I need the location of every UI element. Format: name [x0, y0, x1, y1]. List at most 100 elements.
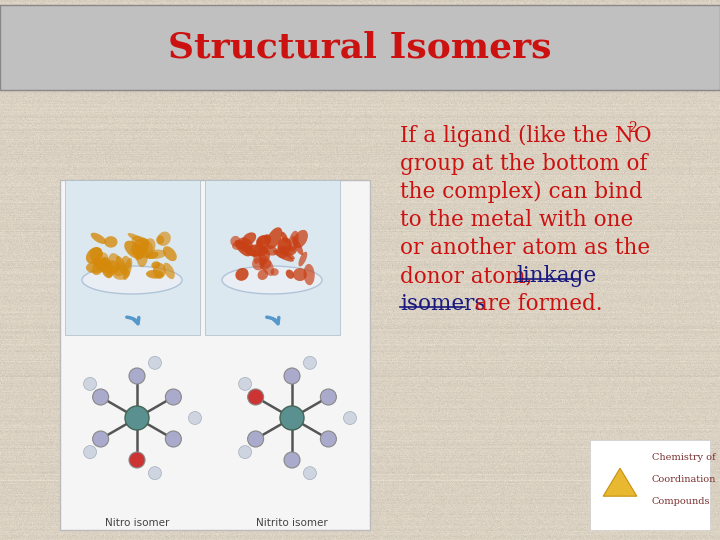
Text: to the metal with one: to the metal with one	[400, 209, 634, 231]
Ellipse shape	[153, 263, 166, 279]
Ellipse shape	[258, 246, 270, 262]
Ellipse shape	[343, 411, 356, 424]
Ellipse shape	[284, 452, 300, 468]
Ellipse shape	[257, 235, 269, 246]
Ellipse shape	[230, 236, 240, 246]
Ellipse shape	[90, 247, 103, 261]
Ellipse shape	[125, 241, 144, 259]
Ellipse shape	[252, 257, 264, 271]
Text: Coordination: Coordination	[652, 476, 716, 484]
Ellipse shape	[104, 236, 117, 248]
Ellipse shape	[235, 240, 251, 256]
Polygon shape	[603, 468, 636, 496]
Ellipse shape	[248, 431, 264, 447]
Ellipse shape	[303, 356, 316, 369]
Ellipse shape	[299, 252, 307, 267]
Ellipse shape	[166, 389, 181, 405]
Ellipse shape	[86, 247, 102, 264]
Ellipse shape	[109, 253, 122, 271]
Ellipse shape	[129, 368, 145, 384]
Ellipse shape	[320, 389, 336, 405]
Ellipse shape	[114, 262, 125, 276]
Ellipse shape	[166, 431, 181, 447]
Ellipse shape	[125, 406, 149, 430]
Ellipse shape	[163, 262, 175, 279]
Ellipse shape	[280, 406, 304, 430]
Ellipse shape	[273, 250, 294, 262]
Ellipse shape	[86, 261, 106, 273]
Text: group at the bottom of: group at the bottom of	[400, 153, 647, 175]
Text: Structural Isomers: Structural Isomers	[168, 30, 552, 64]
Ellipse shape	[100, 259, 109, 268]
Bar	[205, 180, 340, 335]
Ellipse shape	[132, 236, 153, 253]
Text: or another atom as the: or another atom as the	[400, 237, 650, 259]
Ellipse shape	[84, 446, 96, 458]
Ellipse shape	[264, 234, 271, 244]
Ellipse shape	[238, 238, 253, 252]
Ellipse shape	[253, 239, 263, 264]
Bar	[590, 440, 710, 530]
Ellipse shape	[148, 356, 161, 369]
Ellipse shape	[276, 246, 288, 258]
Ellipse shape	[258, 258, 267, 266]
Ellipse shape	[256, 235, 270, 248]
Ellipse shape	[94, 252, 109, 268]
Bar	[65, 180, 200, 335]
Ellipse shape	[136, 243, 148, 267]
Ellipse shape	[286, 269, 294, 279]
Ellipse shape	[122, 256, 131, 270]
Ellipse shape	[222, 266, 322, 294]
Ellipse shape	[145, 249, 166, 259]
Ellipse shape	[278, 238, 292, 253]
Text: If a ligand (like the NO: If a ligand (like the NO	[400, 125, 652, 147]
Ellipse shape	[93, 389, 109, 405]
Ellipse shape	[279, 248, 295, 260]
Ellipse shape	[281, 232, 288, 243]
Ellipse shape	[123, 258, 132, 280]
Ellipse shape	[127, 233, 149, 246]
Ellipse shape	[113, 267, 130, 280]
Ellipse shape	[189, 411, 202, 424]
Ellipse shape	[84, 377, 96, 390]
Bar	[60, 180, 370, 530]
Ellipse shape	[293, 268, 307, 281]
Ellipse shape	[241, 243, 257, 257]
Ellipse shape	[232, 240, 246, 250]
Ellipse shape	[157, 232, 171, 246]
Ellipse shape	[242, 232, 256, 246]
Ellipse shape	[105, 260, 120, 273]
Ellipse shape	[262, 245, 278, 255]
Bar	[0, 5, 720, 90]
Ellipse shape	[135, 246, 148, 260]
Ellipse shape	[280, 246, 297, 256]
Ellipse shape	[266, 227, 282, 249]
Text: 2: 2	[629, 121, 638, 135]
Text: the complex) can bind: the complex) can bind	[400, 181, 643, 203]
Ellipse shape	[320, 431, 336, 447]
Ellipse shape	[107, 268, 119, 276]
Ellipse shape	[92, 258, 113, 273]
Text: linkage: linkage	[516, 265, 596, 287]
Ellipse shape	[245, 245, 268, 256]
Ellipse shape	[140, 238, 156, 259]
Ellipse shape	[260, 260, 271, 270]
Text: Chemistry of: Chemistry of	[652, 454, 716, 462]
Ellipse shape	[303, 467, 316, 480]
Ellipse shape	[163, 246, 177, 261]
Ellipse shape	[146, 270, 163, 279]
Ellipse shape	[148, 467, 161, 480]
Ellipse shape	[304, 264, 315, 285]
Ellipse shape	[235, 268, 248, 281]
Ellipse shape	[129, 452, 145, 468]
Ellipse shape	[131, 238, 149, 255]
Ellipse shape	[132, 245, 145, 259]
Ellipse shape	[271, 268, 279, 276]
Ellipse shape	[292, 236, 303, 255]
Text: are formed.: are formed.	[468, 293, 603, 315]
Ellipse shape	[100, 257, 114, 278]
Text: Nitrito isomer: Nitrito isomer	[256, 518, 328, 528]
Ellipse shape	[93, 431, 109, 447]
Ellipse shape	[92, 260, 104, 275]
Text: Compounds: Compounds	[652, 497, 711, 507]
